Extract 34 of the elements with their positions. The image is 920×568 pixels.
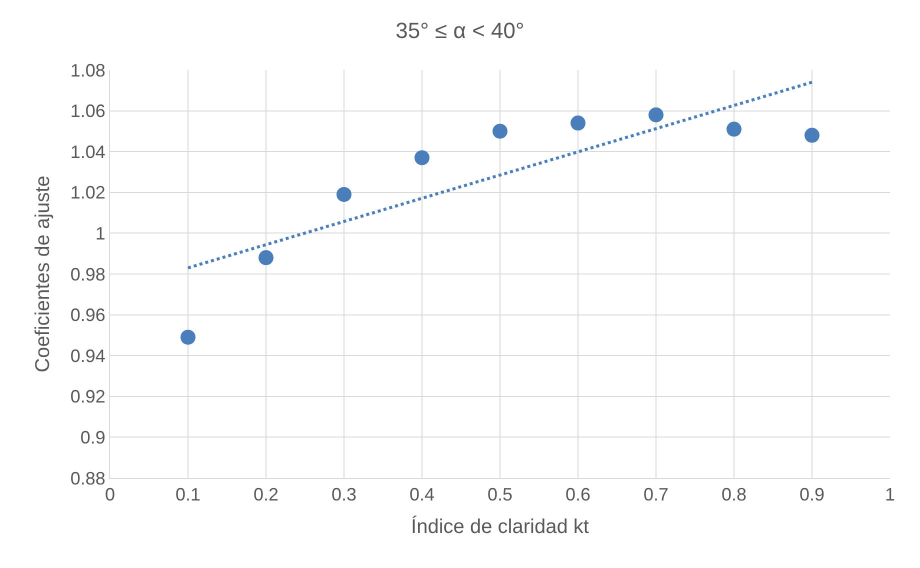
point xyxy=(180,330,196,345)
x-tick-label: 0.3 xyxy=(331,484,357,505)
x-tick-label: 0.8 xyxy=(721,484,747,505)
y-tick-label: 1.02 xyxy=(70,182,106,203)
y-tick-label: 0.92 xyxy=(70,386,106,407)
x-tick-label: 0.1 xyxy=(175,484,201,505)
point xyxy=(492,124,508,139)
x-tick-label: 0.7 xyxy=(643,484,669,505)
x-tick-label: 1 xyxy=(884,484,896,505)
x-tick-label: 0.5 xyxy=(487,484,513,505)
y-tick-label: 1 xyxy=(95,224,106,244)
y-tick-label: 1.08 xyxy=(70,60,106,80)
y-tick-label: 0.98 xyxy=(70,264,106,284)
point xyxy=(414,150,430,166)
x-tick-label: 0 xyxy=(104,484,116,505)
x-tick-label: 0.2 xyxy=(253,484,279,505)
chart-title: 35° ≤ α < 40° xyxy=(396,18,524,44)
point xyxy=(726,122,742,137)
point xyxy=(570,116,586,131)
y-tick-label: 0.9 xyxy=(80,428,106,448)
y-tick-label: 1.04 xyxy=(70,142,106,162)
x-tick-label: 0.6 xyxy=(565,484,591,505)
y-tick-label: 1.06 xyxy=(70,101,106,122)
point xyxy=(258,250,274,266)
x-tick-label: 0.9 xyxy=(799,484,825,505)
y-tick-label: 0.94 xyxy=(70,346,106,366)
y-axis-title: Coeficientes de ajuste xyxy=(32,176,54,372)
x-tick-label: 0.4 xyxy=(409,484,435,505)
point xyxy=(804,128,820,143)
point xyxy=(648,107,664,122)
point xyxy=(336,186,352,202)
y-tick-label: 0.88 xyxy=(70,468,106,488)
y-tick-label: 0.96 xyxy=(70,305,106,326)
x-axis-title: Índice de claridad kt xyxy=(411,515,590,538)
